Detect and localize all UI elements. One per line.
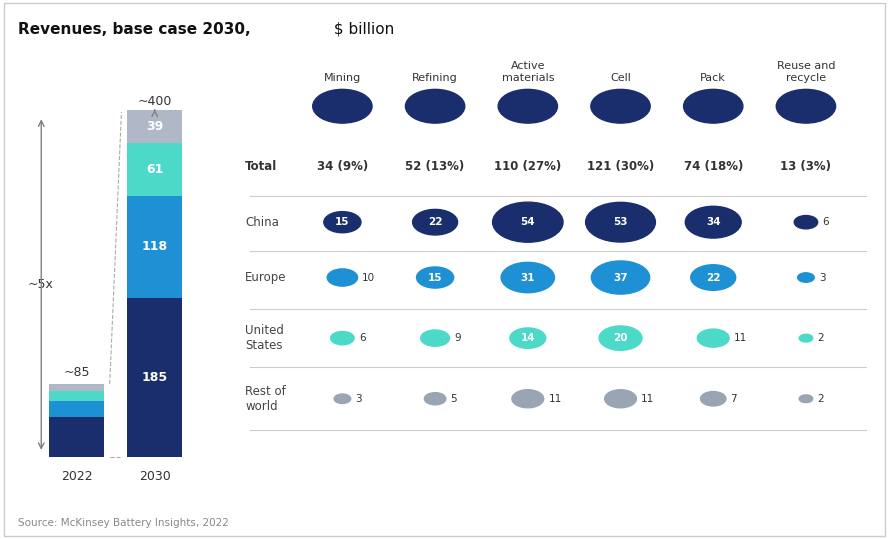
Text: 110 (27%): 110 (27%) xyxy=(494,160,562,174)
Text: 5: 5 xyxy=(451,394,457,404)
Text: 22: 22 xyxy=(428,217,443,227)
Text: Cell: Cell xyxy=(610,73,631,82)
Circle shape xyxy=(799,395,813,403)
Bar xyxy=(49,384,104,391)
Bar xyxy=(127,298,182,457)
Text: Source: McKinsey Battery Insights, 2022: Source: McKinsey Battery Insights, 2022 xyxy=(18,518,228,528)
Circle shape xyxy=(334,394,350,404)
Circle shape xyxy=(405,89,465,123)
Text: 14: 14 xyxy=(520,333,535,343)
Circle shape xyxy=(691,265,736,291)
Text: 74 (18%): 74 (18%) xyxy=(684,160,743,174)
Circle shape xyxy=(498,89,557,123)
Circle shape xyxy=(591,89,650,123)
Text: 15: 15 xyxy=(335,217,349,227)
Circle shape xyxy=(799,334,813,342)
Text: 11: 11 xyxy=(641,394,654,404)
Text: 37: 37 xyxy=(613,273,628,282)
Text: 2030: 2030 xyxy=(139,470,171,483)
Text: Mining: Mining xyxy=(324,73,361,82)
Text: United
States: United States xyxy=(245,324,284,352)
Bar xyxy=(127,109,182,143)
Text: 11: 11 xyxy=(733,333,747,343)
Text: 10: 10 xyxy=(362,273,375,282)
Circle shape xyxy=(697,329,729,347)
Text: ~85: ~85 xyxy=(63,367,90,379)
Text: Active
materials: Active materials xyxy=(501,61,554,82)
Text: 11: 11 xyxy=(549,394,562,404)
Text: 3: 3 xyxy=(819,273,826,282)
Circle shape xyxy=(794,216,818,229)
Circle shape xyxy=(684,89,743,123)
Circle shape xyxy=(501,262,555,293)
Bar xyxy=(49,391,104,401)
Text: 2022: 2022 xyxy=(60,470,92,483)
Text: 121 (30%): 121 (30%) xyxy=(587,160,654,174)
Text: 7: 7 xyxy=(731,394,737,404)
Text: 118: 118 xyxy=(141,240,168,253)
Text: 20: 20 xyxy=(613,333,628,343)
Circle shape xyxy=(412,210,458,235)
Text: China: China xyxy=(245,216,279,229)
Text: $ billion: $ billion xyxy=(329,22,394,37)
Bar xyxy=(127,143,182,196)
Text: 34 (9%): 34 (9%) xyxy=(316,160,368,174)
Text: ~5x: ~5x xyxy=(28,278,53,291)
Text: Pack: Pack xyxy=(701,73,726,82)
Circle shape xyxy=(424,392,445,405)
Circle shape xyxy=(591,261,650,294)
Circle shape xyxy=(599,326,642,350)
Text: Reuse and
recycle: Reuse and recycle xyxy=(777,61,835,82)
Text: ~400: ~400 xyxy=(138,95,172,108)
Circle shape xyxy=(701,391,726,406)
Text: 22: 22 xyxy=(706,273,720,282)
Text: 61: 61 xyxy=(146,163,164,176)
Text: Revenues, base case 2030,: Revenues, base case 2030, xyxy=(18,22,251,37)
Text: 34: 34 xyxy=(706,217,721,227)
Bar xyxy=(49,401,104,417)
Circle shape xyxy=(313,89,372,123)
Bar xyxy=(49,417,104,457)
Bar xyxy=(127,196,182,298)
Text: 31: 31 xyxy=(521,273,535,282)
Text: 15: 15 xyxy=(428,273,443,282)
Text: 185: 185 xyxy=(141,371,168,384)
Circle shape xyxy=(327,269,357,286)
Circle shape xyxy=(493,202,563,242)
Circle shape xyxy=(420,330,450,347)
Circle shape xyxy=(605,390,637,408)
Text: 53: 53 xyxy=(613,217,628,227)
Text: 54: 54 xyxy=(520,217,535,227)
Text: 52 (13%): 52 (13%) xyxy=(405,160,465,174)
Text: 2: 2 xyxy=(817,394,824,404)
Text: Europe: Europe xyxy=(245,271,286,284)
Circle shape xyxy=(685,206,741,238)
Text: 9: 9 xyxy=(454,333,461,343)
Circle shape xyxy=(512,390,544,408)
Text: 6: 6 xyxy=(822,217,829,227)
Text: 39: 39 xyxy=(146,120,164,133)
Circle shape xyxy=(586,202,655,242)
Circle shape xyxy=(417,267,453,288)
Text: Refining: Refining xyxy=(412,73,458,82)
Circle shape xyxy=(331,331,354,345)
Circle shape xyxy=(510,328,546,348)
Text: Rest of
world: Rest of world xyxy=(245,385,285,413)
Text: 2: 2 xyxy=(817,333,824,343)
Circle shape xyxy=(776,89,836,123)
Text: Total: Total xyxy=(245,160,277,174)
Text: 6: 6 xyxy=(359,333,365,343)
Text: 3: 3 xyxy=(356,394,362,404)
Circle shape xyxy=(324,212,361,233)
Circle shape xyxy=(797,273,814,282)
Text: 13 (3%): 13 (3%) xyxy=(781,160,831,174)
